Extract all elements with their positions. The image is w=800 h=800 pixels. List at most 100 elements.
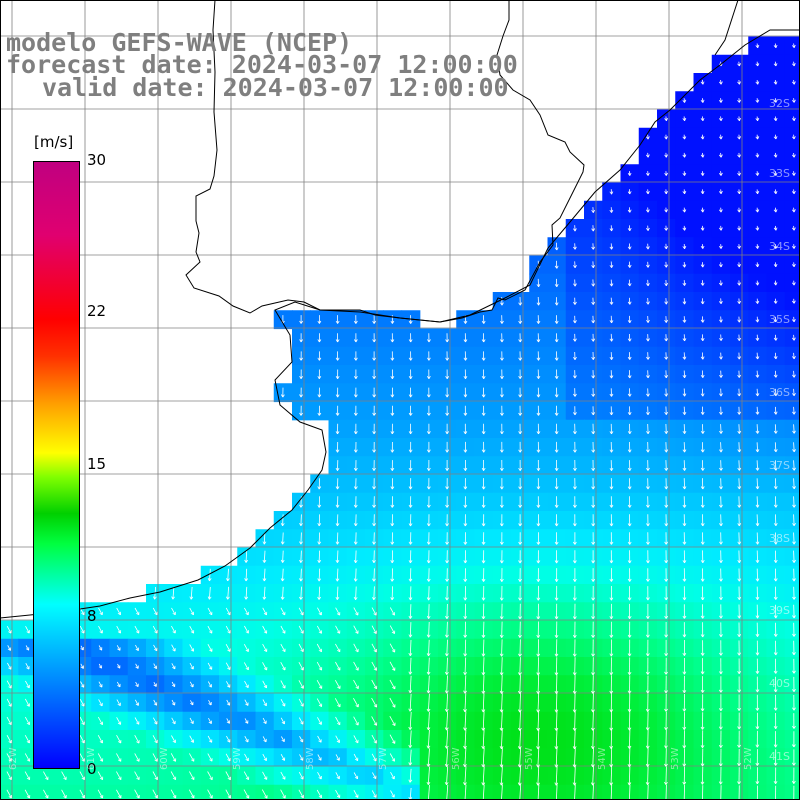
wind-speed-cell — [784, 638, 800, 658]
wind-arrow-head — [318, 578, 322, 582]
wind-arrow — [6, 735, 12, 744]
wind-arrow-head — [299, 320, 302, 324]
wind-arrow-head — [609, 209, 612, 213]
wind-arrow-head — [500, 782, 504, 786]
wind-arrow-head — [684, 245, 687, 249]
wind-speed-cell — [784, 748, 800, 768]
wind-arrow-head — [609, 634, 612, 638]
wind-arrow-head — [720, 393, 723, 397]
wind-arrow — [189, 625, 194, 634]
wind-arrow-head — [682, 154, 685, 158]
wind-arrow-head — [299, 596, 302, 600]
wind-speed-cell — [784, 474, 800, 494]
wind-arrow-head — [645, 172, 649, 176]
wind-arrow-head — [738, 689, 742, 693]
wind-arrow-head — [245, 631, 249, 634]
wind-arrow — [574, 765, 576, 786]
wind-arrow — [25, 680, 30, 689]
wind-arrow-head — [518, 541, 521, 545]
wind-arrow-head — [263, 721, 267, 724]
wind-arrow-head — [536, 597, 539, 601]
wind-arrow-head — [445, 578, 448, 582]
wind-arrow-head — [426, 412, 430, 416]
wind-arrow-head — [554, 302, 558, 306]
wind-arrow — [134, 735, 140, 744]
wind-arrow-head — [538, 375, 541, 379]
wind-arrow — [793, 496, 795, 508]
wind-arrow — [774, 424, 777, 434]
wind-arrow-head — [664, 597, 667, 601]
wind-arrow-head — [682, 690, 685, 693]
wind-arrow-head — [410, 449, 413, 453]
wind-arrow-head — [554, 339, 558, 343]
wind-arrow — [592, 693, 594, 713]
wind-arrow-head — [792, 467, 795, 471]
wind-arrow-head — [792, 596, 795, 600]
wind-arrow-head — [664, 191, 667, 195]
wind-arrow-head — [464, 597, 468, 601]
wind-arrow — [371, 716, 377, 726]
wind-arrow-head — [627, 764, 630, 767]
wind-arrow-head — [426, 467, 430, 471]
wind-speed-cell — [54, 784, 74, 800]
wind-arrow-head — [592, 393, 596, 397]
wind-arrow — [335, 754, 340, 761]
wind-arrow-head — [609, 301, 612, 305]
wind-arrow-head — [427, 763, 431, 767]
wind-arrow-head — [391, 560, 395, 564]
wind-arrow-head — [445, 449, 448, 453]
wind-arrow-head — [536, 339, 539, 343]
wind-arrow-head — [317, 394, 320, 398]
wind-arrow-head — [300, 758, 303, 761]
wind-arrow-head — [555, 764, 559, 768]
lon-label: 55W — [524, 747, 535, 770]
wind-arrow-head — [757, 172, 760, 176]
wind-arrow-head — [207, 596, 210, 600]
wind-arrow-head — [518, 672, 521, 676]
wind-arrow-head — [318, 541, 322, 545]
wind-arrow-head — [757, 449, 760, 453]
wind-arrow-head — [719, 411, 722, 415]
wind-arrow-head — [428, 634, 431, 638]
wind-arrow-head — [791, 136, 795, 140]
wind-arrow-head — [445, 412, 448, 416]
wind-arrow — [519, 639, 521, 657]
wind-arrow-head — [757, 264, 760, 268]
lat-label: 39S — [769, 604, 790, 617]
wind-speed-cell — [73, 784, 92, 800]
wind-arrow-head — [355, 339, 358, 343]
wind-arrow-head — [682, 578, 685, 582]
wind-arrow — [592, 747, 594, 768]
wind-arrow-head — [317, 578, 320, 582]
wind-arrow-head — [318, 758, 322, 761]
wind-arrow-head — [428, 615, 431, 619]
wind-arrow-head — [518, 616, 521, 620]
wind-arrow-head — [465, 412, 468, 416]
wind-arrow-head — [610, 690, 614, 694]
wind-arrow — [207, 771, 213, 780]
wind-arrow-head — [775, 726, 778, 729]
wind-arrow-head — [499, 504, 503, 508]
wind-arrow-head — [80, 648, 84, 651]
wind-arrow — [738, 478, 740, 490]
wind-arrow-head — [483, 616, 486, 620]
wind-arrow-head — [646, 283, 649, 287]
wind-arrow — [300, 568, 302, 582]
wind-arrow-head — [646, 319, 649, 323]
wind-arrow-head — [152, 596, 155, 600]
wind-arrow-head — [773, 136, 777, 140]
wind-arrow-head — [317, 412, 320, 416]
wind-arrow-head — [171, 684, 175, 688]
wind-arrow-head — [372, 412, 375, 416]
wind-arrow-head — [556, 284, 559, 287]
wind-arrow — [282, 586, 284, 600]
wind-arrow-head — [664, 653, 667, 657]
wind-arrow-head — [702, 763, 705, 767]
wind-arrow-head — [536, 616, 539, 620]
wind-arrow-head — [719, 652, 722, 656]
wind-arrow-head — [755, 652, 758, 656]
wind-arrow-head — [773, 670, 777, 674]
wind-arrow — [555, 784, 558, 800]
wind-arrow-head — [336, 777, 340, 780]
wind-arrow-head — [664, 745, 667, 749]
